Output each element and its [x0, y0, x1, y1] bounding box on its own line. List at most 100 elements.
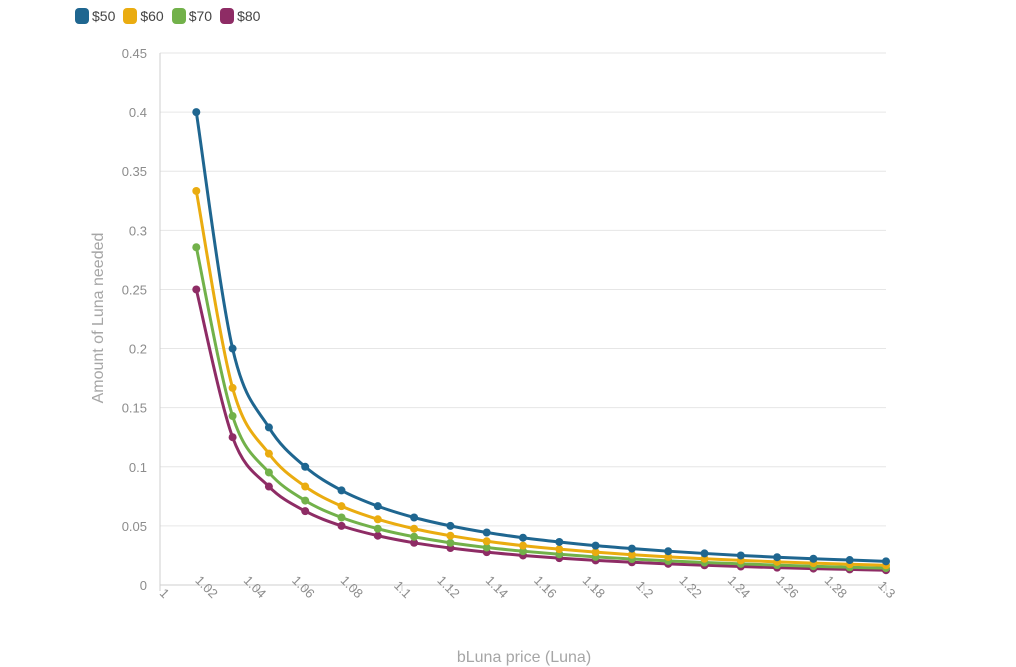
- x-tick-label: 1.14: [483, 573, 512, 602]
- y-tick-label: 0.1: [129, 460, 147, 475]
- series-60: [192, 186, 890, 570]
- data-point-70[interactable]: [192, 243, 201, 252]
- legend-item-70[interactable]: $70: [171, 6, 213, 26]
- data-point-70[interactable]: [301, 496, 310, 505]
- data-point-60[interactable]: [264, 449, 273, 458]
- x-tick-label: 1.1: [391, 578, 414, 601]
- data-point-50[interactable]: [664, 547, 673, 556]
- data-point-60[interactable]: [301, 482, 310, 491]
- x-axis-title: bLuna price (Luna): [457, 649, 591, 666]
- series-50: [192, 108, 890, 566]
- x-tick-label: 1.26: [773, 573, 802, 602]
- data-point-50[interactable]: [337, 486, 346, 495]
- data-point-60[interactable]: [664, 552, 673, 561]
- legend-label: $70: [188, 8, 213, 24]
- x-tick-label: 1.24: [725, 573, 754, 602]
- data-point-50[interactable]: [736, 551, 745, 560]
- y-tick-label: 0.3: [129, 223, 147, 238]
- data-point-50[interactable]: [627, 544, 636, 553]
- data-point-50[interactable]: [555, 537, 564, 546]
- series-line-50: [194, 110, 888, 563]
- series-line-80: [194, 287, 888, 572]
- data-point-70[interactable]: [410, 532, 419, 541]
- legend-swatch: [75, 8, 89, 24]
- data-point-70[interactable]: [264, 468, 273, 477]
- axes: 0 0.05 0.1 0.15 0.2 0.25 0.3 0.35 0.4 0.45 1 1.02 1.…: [122, 46, 899, 601]
- data-point-70[interactable]: [519, 547, 527, 556]
- data-point-50[interactable]: [410, 513, 419, 522]
- y-axis-title: Amount of Luna needed: [90, 233, 107, 404]
- x-tick-label: 1.2: [633, 578, 656, 601]
- data-point-50[interactable]: [301, 462, 310, 471]
- x-tick-label: 1: [157, 585, 173, 601]
- x-tick-label: 1.28: [822, 573, 851, 602]
- data-point-50[interactable]: [192, 108, 201, 117]
- x-tick-label: 1.3: [875, 578, 898, 601]
- data-point-80[interactable]: [410, 538, 419, 547]
- y-tick-label: 0.45: [122, 46, 147, 61]
- data-point-60[interactable]: [410, 524, 419, 533]
- y-tick-label: 0.4: [129, 105, 147, 120]
- data-point-50[interactable]: [264, 423, 273, 432]
- y-tick-label: 0.35: [122, 164, 147, 179]
- data-point-50[interactable]: [882, 557, 890, 566]
- data-point-60[interactable]: [482, 537, 491, 546]
- y-tick-label: 0.15: [122, 401, 147, 416]
- data-point-60[interactable]: [555, 545, 564, 554]
- data-point-50[interactable]: [228, 344, 237, 353]
- data-point-80[interactable]: [373, 531, 382, 540]
- data-point-80[interactable]: [264, 482, 273, 491]
- data-point-70[interactable]: [373, 524, 382, 533]
- data-point-50[interactable]: [773, 553, 782, 562]
- legend-item-50[interactable]: $50: [75, 6, 115, 26]
- y-tick-label: 0.2: [129, 342, 147, 357]
- data-point-60[interactable]: [446, 531, 455, 540]
- y-tick-label: 0.25: [122, 282, 147, 297]
- data-point-70[interactable]: [482, 543, 491, 552]
- x-tick-label: 1.22: [676, 573, 705, 602]
- series-80: [192, 285, 890, 575]
- data-point-80[interactable]: [228, 433, 237, 442]
- data-point-70[interactable]: [228, 412, 237, 421]
- data-point-60[interactable]: [337, 502, 346, 511]
- legend-item-60[interactable]: $60: [123, 6, 164, 26]
- legend-item-80[interactable]: $80: [220, 6, 260, 26]
- data-point-60[interactable]: [192, 186, 201, 195]
- grid-lines: [160, 52, 886, 586]
- data-point-60[interactable]: [591, 548, 600, 557]
- data-point-50[interactable]: [482, 528, 491, 537]
- data-point-50[interactable]: [845, 556, 854, 565]
- data-point-80[interactable]: [192, 285, 201, 294]
- legend-swatch: [123, 8, 138, 24]
- legend-label: $80: [237, 8, 261, 24]
- data-point-50[interactable]: [446, 521, 455, 530]
- legend-label: $50: [92, 8, 116, 24]
- x-tick-label: 1.18: [580, 573, 609, 602]
- x-tick-label: 1.02: [192, 573, 221, 602]
- data-point-60[interactable]: [627, 550, 636, 559]
- data-point-80[interactable]: [337, 521, 346, 530]
- data-point-50[interactable]: [373, 502, 382, 511]
- x-tick-label: 1.12: [434, 573, 463, 602]
- series-layer: [192, 108, 890, 575]
- x-tick-label: 1.04: [241, 573, 270, 602]
- data-point-70[interactable]: [446, 538, 455, 547]
- data-point-60[interactable]: [373, 515, 382, 524]
- data-point-50[interactable]: [519, 533, 527, 542]
- chart-legend: $50 $60 $70 $80: [75, 6, 264, 26]
- data-point-50[interactable]: [700, 549, 709, 558]
- y-tick-label: 0.05: [122, 519, 147, 534]
- data-point-50[interactable]: [809, 554, 818, 563]
- legend-swatch: [171, 8, 186, 24]
- data-point-60[interactable]: [228, 383, 237, 392]
- x-tick-label: 1.16: [531, 573, 560, 602]
- x-tick-label: 1.06: [289, 573, 318, 602]
- legend-swatch: [220, 8, 235, 24]
- legend-label: $60: [140, 8, 164, 24]
- y-tick-label: 0: [140, 578, 147, 593]
- data-point-60[interactable]: [519, 541, 527, 550]
- data-point-50[interactable]: [591, 541, 600, 550]
- data-point-80[interactable]: [301, 507, 310, 516]
- data-point-70[interactable]: [337, 513, 346, 522]
